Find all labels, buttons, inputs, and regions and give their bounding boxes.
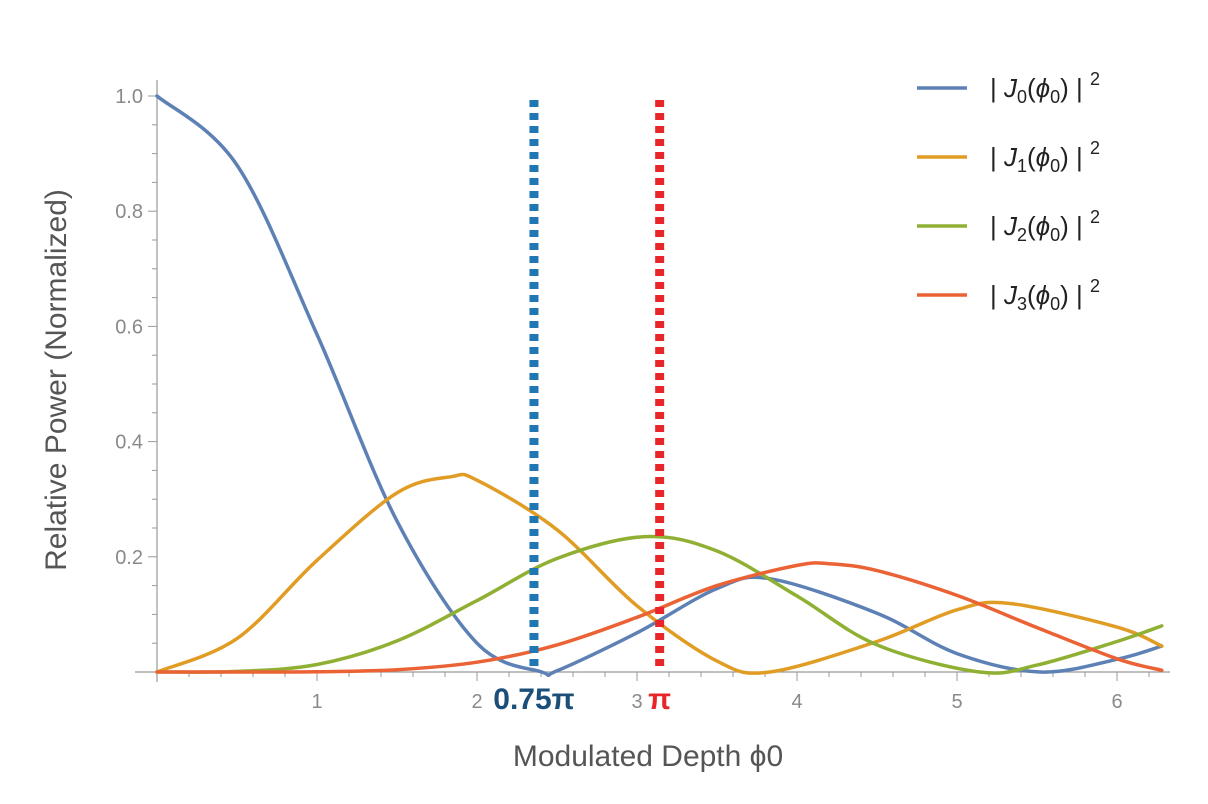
- y-tick-label: 1.0: [115, 86, 143, 108]
- series-line-j3: [155, 561, 1164, 674]
- legend-entry: | J1(ϕ0) | 2: [990, 138, 1100, 176]
- x-tick-label: 1: [311, 691, 322, 713]
- annotation-layer: 0.75π π: [485, 100, 677, 717]
- legend-entry: | J2(ϕ0) | 2: [990, 207, 1100, 245]
- y-axis-title-group: Relative Power (Normalized): [40, 189, 73, 571]
- series-line-j2: [155, 534, 1164, 675]
- x-tick-label: 5: [951, 691, 962, 713]
- x-tick-label: 2: [471, 691, 482, 713]
- annotation-label-bg: [642, 677, 677, 717]
- y-tick-label: 0.2: [115, 547, 143, 569]
- x-tick-label: 6: [1111, 691, 1122, 713]
- y-tick-label: 0.4: [115, 432, 143, 454]
- annotation-label-1: π: [648, 683, 671, 716]
- y-tick-label: 0.6: [115, 316, 143, 338]
- series-layer: [155, 94, 1164, 678]
- x-tick-label: 3: [631, 691, 642, 713]
- series-line-j0: [155, 94, 1164, 678]
- legend-entry: | J3(ϕ0) | 2: [990, 276, 1100, 314]
- annotation-label-bg: [485, 677, 582, 717]
- legend: | J0(ϕ0) | 2 | J1(ϕ0) | 2 | J2(ϕ0) | 2 | J3…: [917, 69, 1100, 314]
- x-axis-title: Modulated Depth ϕ0: [513, 740, 783, 773]
- series-line-j1: [155, 472, 1164, 675]
- y-axis-title: Relative Power (Normalized): [40, 189, 73, 571]
- x-tick-label: 4: [791, 691, 802, 713]
- legend-entry: | J0(ϕ0) | 2: [990, 69, 1100, 107]
- annotation-label-0: 0.75π: [493, 683, 574, 716]
- y-tick-label: 0.8: [115, 201, 143, 223]
